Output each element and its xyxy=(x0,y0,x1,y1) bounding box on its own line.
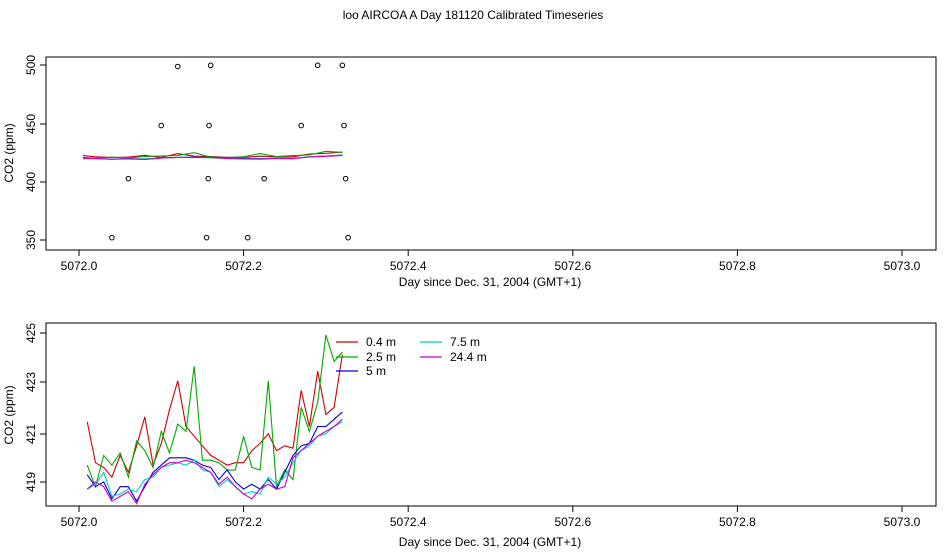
data-point xyxy=(298,122,305,129)
legend-label: 2.5 m xyxy=(366,350,396,364)
legend-label: 7.5 m xyxy=(450,335,480,349)
x-tick-label: 5073.0 xyxy=(884,259,921,273)
top-series-group xyxy=(83,150,343,160)
data-point xyxy=(341,122,347,129)
series-line-5-m xyxy=(86,411,343,503)
top-y-axis-label: CO2 (ppm) xyxy=(2,123,16,182)
series-line-0-4-m xyxy=(86,354,343,479)
data-point xyxy=(174,63,181,70)
data-point xyxy=(206,122,212,129)
top-points-group xyxy=(109,62,351,241)
x-tick-label: 5072.4 xyxy=(390,259,427,273)
bottom-plot-frame xyxy=(45,322,937,507)
y-tick-label: 423 xyxy=(24,372,38,392)
top-panel: Day since Dec. 31, 2004 (GMT+1) CO2 (ppm… xyxy=(2,55,937,289)
chart-title: loo AIRCOA A Day 181120 Calibrated Times… xyxy=(343,8,604,22)
data-point xyxy=(339,62,346,69)
data-point xyxy=(125,175,132,182)
y-tick-label: 500 xyxy=(24,55,38,75)
legend-label: 5 m xyxy=(366,364,386,378)
series-line-7-5-m xyxy=(86,421,343,498)
x-tick-label: 5072.6 xyxy=(554,515,591,529)
bottom-series-group xyxy=(86,334,343,505)
bottom-y-axis-label: CO2 (ppm) xyxy=(2,385,16,444)
legend-label: 0.4 m xyxy=(366,335,396,349)
bottom-axes-group: 5072.0 5072.2 5072.4 5072.6 5072.8 5073.0 419 4… xyxy=(24,323,921,529)
data-point xyxy=(342,175,349,182)
x-tick-label: 5072.4 xyxy=(390,515,427,529)
x-tick-label: 5072.8 xyxy=(719,259,756,273)
y-tick-label: 400 xyxy=(24,172,38,192)
series-line-24-4-m xyxy=(86,418,343,505)
top-plot-frame xyxy=(45,56,937,251)
data-point xyxy=(314,62,321,69)
y-tick-label: 421 xyxy=(24,424,38,444)
top-x-axis-label: Day since Dec. 31, 2004 (GMT+1) xyxy=(399,275,581,289)
y-tick-label: 450 xyxy=(24,114,38,134)
data-point xyxy=(109,234,115,241)
data-point xyxy=(244,234,251,241)
data-point xyxy=(205,175,212,182)
legend: 0.4 m2.5 m5 m 7.5 m24.4 m xyxy=(336,335,487,378)
x-tick-label: 5072.0 xyxy=(61,515,98,529)
data-point xyxy=(207,62,214,69)
x-tick-label: 5072.2 xyxy=(225,515,262,529)
data-point xyxy=(203,234,210,241)
data-point xyxy=(261,175,267,182)
bottom-x-axis-label: Day since Dec. 31, 2004 (GMT+1) xyxy=(399,535,581,549)
series-line-2-5-m xyxy=(86,334,343,489)
data-point xyxy=(158,122,165,129)
x-tick-label: 5073.0 xyxy=(884,515,921,529)
y-tick-label: 425 xyxy=(24,323,38,343)
top-axes-group: 5072.0 5072.2 5072.4 5072.6 5072.8 5073.0 350 4… xyxy=(24,55,921,273)
x-tick-label: 5072.2 xyxy=(225,259,262,273)
legend-label: 24.4 m xyxy=(450,350,487,364)
x-tick-label: 5072.6 xyxy=(554,259,591,273)
series-line-24-4-m xyxy=(83,154,343,160)
bottom-panel: Day since Dec. 31, 2004 (GMT+1) CO2 (ppm… xyxy=(2,322,937,549)
x-tick-label: 5072.8 xyxy=(719,515,756,529)
data-point xyxy=(345,234,351,241)
y-tick-label: 350 xyxy=(24,230,38,250)
x-tick-label: 5072.0 xyxy=(61,259,98,273)
y-tick-label: 419 xyxy=(24,472,38,492)
